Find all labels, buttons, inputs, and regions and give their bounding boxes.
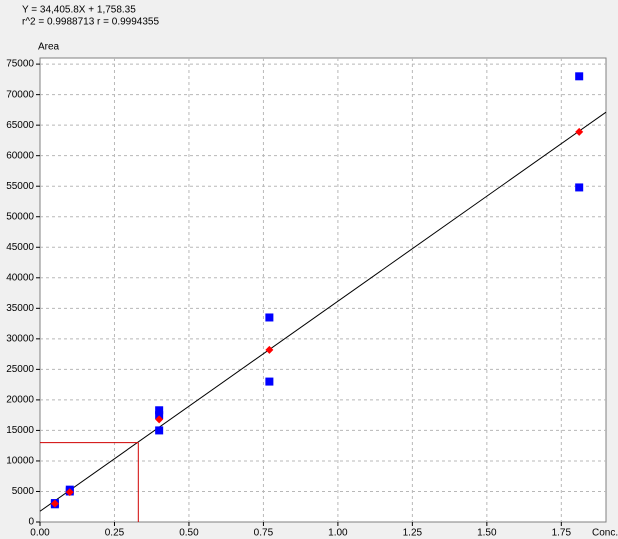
x-tick-label: 0.00 — [30, 528, 50, 539]
y-tick-label: 5000 — [12, 486, 35, 497]
data-point — [155, 426, 164, 435]
x-tick-label: 0.25 — [105, 528, 125, 539]
regression-line — [39, 111, 607, 512]
data-point — [575, 72, 584, 81]
data-point — [575, 183, 584, 192]
mean-point — [50, 499, 59, 508]
data-point — [155, 406, 164, 415]
y-tick-label: 15000 — [6, 425, 34, 436]
equation: Y = 34,405.8X + 1,758.35 — [22, 5, 136, 16]
data-point — [155, 411, 164, 420]
correlation: r^2 = 0.9988713 r = 0.9994355 — [22, 17, 159, 28]
y-axis-label: Area — [38, 42, 60, 53]
y-tick-label: 30000 — [6, 333, 34, 344]
y-tick-label: 35000 — [6, 303, 34, 314]
y-tick-label: 65000 — [6, 120, 34, 131]
mean-point — [65, 488, 74, 497]
y-tick-label: 70000 — [6, 89, 34, 100]
y-tick-label: 60000 — [6, 150, 34, 161]
y-tick-label: 50000 — [6, 211, 34, 222]
mean-point — [155, 415, 164, 424]
y-tick-label: 25000 — [6, 364, 34, 375]
y-tick-label: 0 — [28, 517, 34, 528]
data-point — [265, 313, 274, 322]
y-tick-label: 55000 — [6, 181, 34, 192]
y-tick-label: 10000 — [6, 456, 34, 467]
y-tick-label: 75000 — [6, 59, 34, 70]
mean-point — [265, 345, 274, 354]
x-tick-label: 1.00 — [328, 528, 348, 539]
mean-point — [575, 127, 584, 136]
x-tick-label: 1.50 — [477, 528, 497, 539]
data-point — [265, 377, 274, 386]
x-axis-label: Conc. — [592, 528, 618, 539]
x-tick-label: 1.25 — [403, 528, 423, 539]
y-tick-label: 40000 — [6, 272, 34, 283]
plot-area — [39, 57, 607, 523]
x-tick-label: 1.75 — [552, 528, 572, 539]
x-tick-label: 0.50 — [179, 528, 199, 539]
y-tick-label: 45000 — [6, 242, 34, 253]
y-tick-label: 20000 — [6, 395, 34, 406]
x-tick-label: 0.75 — [254, 528, 274, 539]
